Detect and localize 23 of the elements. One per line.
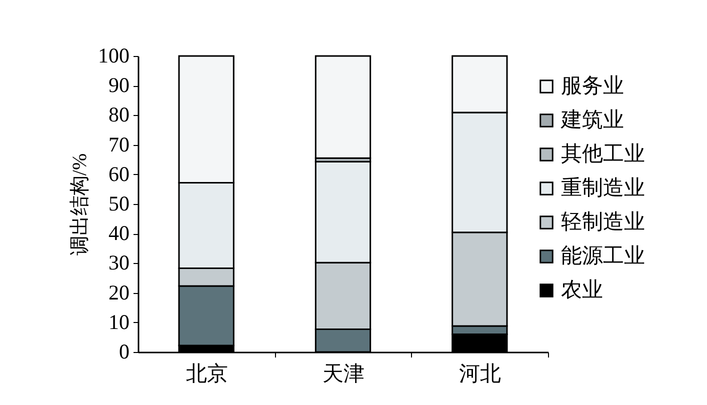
bar: [314, 55, 372, 159]
legend-label: 轻制造业: [561, 210, 645, 234]
legend-label: 建筑业: [560, 108, 624, 132]
y-axis-title: 调出结构/%: [69, 153, 91, 256]
y-tick-label: 100: [98, 44, 130, 68]
legend-label: 能源工业: [561, 244, 645, 268]
y-tick-label: 60: [108, 162, 130, 186]
y-tick-label: 50: [108, 192, 130, 216]
legend-label: 其他工业: [561, 142, 645, 166]
y-tick-label: 90: [108, 73, 130, 98]
legend-label: 重制造业: [561, 176, 645, 200]
y-tick-label: 10: [108, 310, 130, 334]
x-tick-label: 天津: [322, 362, 364, 386]
legend-label: 农业: [561, 278, 603, 302]
x-tick-label: 河北: [459, 362, 502, 386]
y-tick-label: 70: [108, 132, 130, 156]
y-tick-label: 20: [108, 280, 130, 304]
y-tick-label: 30: [108, 250, 130, 275]
y-tick-label: 80: [108, 102, 130, 127]
x-tick-label: 北京: [186, 362, 228, 386]
y-tick-label: 0: [119, 340, 130, 364]
legend-label: 服务业: [561, 74, 624, 98]
y-tick-label: 40: [108, 221, 130, 246]
